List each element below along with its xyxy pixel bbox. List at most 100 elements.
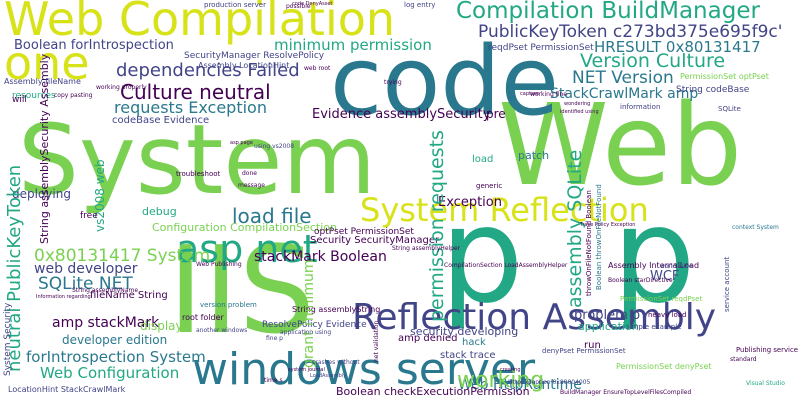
cloud-word: SecurityManager ResolvePolicy: [184, 51, 325, 61]
cloud-word: Web Configuration: [40, 364, 180, 382]
cloud-word: BuildManager EnsureTopLevelFilesCompiled: [560, 389, 692, 396]
cloud-word: optPset PermissionSet: [314, 227, 414, 237]
cloud-word: display: [140, 319, 183, 333]
cloud-word: troubleshoot: [176, 170, 221, 178]
cloud-word: information: [620, 103, 661, 111]
cloud-word: Web Compilation: [4, 0, 396, 46]
cloud-word: Evidence assemblySecurity: [312, 107, 491, 122]
cloud-word: NET Version: [572, 68, 674, 88]
cloud-word: Web Publishing: [196, 261, 242, 268]
cloud-word: PermissionSet reqdPset: [620, 295, 703, 303]
cloud-word: web developer: [34, 261, 138, 277]
cloud-word: CompilationSection LoadAssemblyHelper: [444, 262, 568, 269]
cloud-word: Culture neutral: [120, 80, 271, 104]
cloud-word: forIntrospection System: [26, 348, 206, 366]
cloud-word: simple example: [626, 323, 682, 331]
cloud-word: load file: [232, 204, 312, 228]
cloud-word: Visual Studio: [746, 380, 785, 387]
cloud-word: copy pasting: [54, 92, 93, 99]
cloud-word: free: [80, 211, 98, 221]
cloud-word: pre: [486, 107, 506, 121]
cloud-word: Boolean checkExecutionPermission: [336, 385, 530, 398]
cloud-word: amp denied: [398, 333, 458, 344]
cloud-word: heavy load: [648, 311, 687, 319]
cloud-word: Publishing service: [736, 346, 798, 354]
cloud-word: PermissionSet optPset: [680, 72, 769, 81]
cloud-word: permission requests: [426, 130, 448, 322]
cloud-word: windows server: [192, 344, 536, 395]
cloud-word: p: [440, 179, 524, 333]
cloud-word: Assembly fileName: [4, 77, 81, 86]
cloud-word: 0x80131417 System: [34, 246, 211, 266]
cloud-word: SQLite NET: [38, 274, 133, 294]
cloud-word: Version Culture: [580, 50, 726, 72]
cloud-word: String assemblyName: [72, 287, 139, 294]
cloud-word: StackCrawlMark amp: [550, 86, 699, 102]
cloud-word: WCF: [650, 269, 680, 284]
cloud-word: another windows: [196, 327, 248, 334]
cloud-word: crashes without: [312, 359, 360, 366]
cloud-word: assembly SQLite: [564, 149, 586, 308]
cloud-word: generic: [476, 182, 503, 190]
cloud-word: code: [330, 27, 560, 137]
cloud-word: version problem: [200, 301, 257, 309]
cloud-word: System Security: [3, 302, 13, 376]
cloud-word: system journal: [288, 367, 325, 373]
cloud-word: ResolvePolicy Evidence: [262, 320, 367, 330]
cloud-word: application: [578, 320, 639, 333]
cloud-word: resources: [12, 91, 56, 101]
cloud-word: requests Exception: [114, 98, 267, 117]
cloud-word: asp net: [176, 227, 318, 271]
cloud-word: wondering: [564, 101, 591, 107]
cloud-word: Configuration CompilationSection: [152, 221, 337, 234]
cloud-word: developer edition: [62, 333, 168, 347]
cloud-word: will: [12, 95, 27, 105]
cloud-word: Compilation BuildManager: [456, 0, 760, 24]
cloud-word: service account: [723, 256, 731, 312]
cloud-word: amp stackMark: [52, 315, 160, 331]
cloud-word: PermissionSet denyPset: [616, 362, 712, 371]
cloud-word: web root: [304, 65, 331, 72]
cloud-word: Boolean forIntrospection: [14, 38, 174, 53]
cloud-word: Boolean starDirective: [608, 277, 673, 284]
cloud-word: HRESULT 0x80131417: [594, 38, 761, 56]
cloud-word: stackMark Boolean: [254, 249, 387, 265]
cloud-word: SQLite: [718, 105, 741, 113]
cloud-word: context System: [732, 224, 779, 231]
cloud-word: security developing: [410, 325, 519, 338]
cloud-word: one: [4, 36, 90, 90]
cloud-word: Assembly InternalLoad: [608, 261, 700, 270]
cloud-word: working properly: [96, 84, 147, 91]
cloud-word: PublicKeyToken c273bd375e695f9c': [478, 22, 783, 42]
cloud-word: denyPset PermissionSet: [542, 347, 626, 355]
cloud-word: LocationHint StackCrawlMark: [8, 385, 126, 394]
cloud-word: vs2008 web: [93, 159, 107, 232]
cloud-word: problem p: [574, 308, 641, 323]
cloud-word: possible: [286, 3, 311, 10]
cloud-word: Trace Policy Exception: [580, 222, 636, 228]
cloud-word: HttpException 0x80004005: [508, 379, 591, 386]
cloud-word: capture: [520, 91, 540, 97]
cloud-word: String assemblyString: [292, 305, 381, 314]
cloud-word: patch: [518, 149, 550, 162]
cloud-word: hack: [462, 337, 486, 348]
cloud-word: trying: [384, 79, 402, 86]
cloud-word: log entry: [404, 1, 436, 9]
cloud-word: standard: [730, 356, 757, 363]
cloud-word: application using: [280, 329, 332, 336]
cloud-word: net validation: [373, 320, 380, 362]
cloud-word: dependencies Failed: [116, 60, 300, 81]
cloud-word: fine p: [266, 335, 283, 342]
cloud-word: message: [238, 182, 265, 189]
cloud-word: production server: [204, 1, 266, 9]
cloud-word: deploying: [12, 187, 71, 201]
cloud-word: reqdPset PermissionSet: [488, 43, 594, 53]
cloud-word: debug: [142, 205, 177, 218]
cloud-word: creating: [500, 367, 521, 373]
cloud-word: root folder: [182, 313, 224, 322]
cloud-word: code DenyAsset: [292, 1, 333, 7]
cloud-word: p: [612, 179, 696, 333]
cloud-word: identified using: [560, 109, 599, 115]
cloud-word: world wide: [660, 263, 693, 270]
